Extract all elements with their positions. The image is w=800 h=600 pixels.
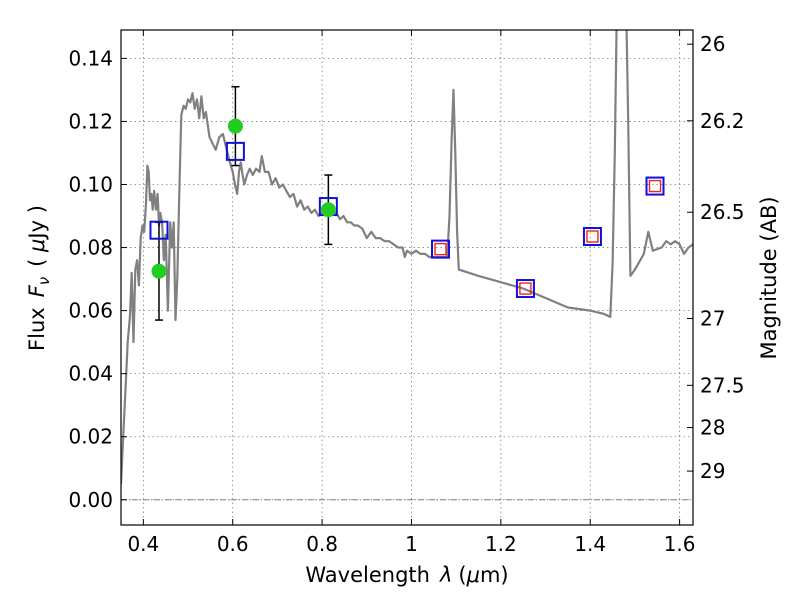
y-tick-label: 0.00: [68, 488, 113, 512]
magnitude-tick-label: 26.5: [700, 200, 745, 224]
model-inner-square: [434, 242, 447, 256]
observed-flux-point: [151, 263, 167, 279]
observed-flux-point: [227, 118, 243, 134]
magnitude-axis-label: Magnitude (AB): [757, 196, 781, 359]
x-tick-label: 0.4: [127, 532, 159, 556]
model-photometry-square: [149, 220, 169, 240]
magnitude-tick-label: 27: [700, 306, 725, 330]
model-inner-square: [519, 282, 532, 295]
sed-template-line: [121, 30, 693, 485]
x-axis-label: Wavelength λ (μm): [305, 563, 508, 587]
model-inner-square: [586, 230, 599, 243]
plot-area: [121, 30, 693, 485]
x-tick-label: 0.8: [306, 532, 338, 556]
magnitude-tick-label: 26: [700, 32, 725, 56]
model-photometry-square: [582, 227, 602, 247]
magnitude-tick-label: 26.2: [700, 109, 745, 133]
x-tick-label: 1.6: [664, 532, 696, 556]
y-tick-label: 0.12: [68, 109, 113, 133]
grid-lines: [121, 30, 693, 525]
y-axis-label: FluxFν( μJy ): [25, 205, 53, 351]
x-tick-label: 1.2: [485, 532, 517, 556]
model-photometry-square: [515, 279, 535, 299]
magnitude-tick-label: 29: [700, 459, 725, 483]
model-photometry-square: [431, 239, 451, 259]
y-tick-label: 0.10: [68, 172, 113, 196]
y-tick-label: 0.02: [68, 425, 113, 449]
y-tick-label: 0.08: [68, 236, 113, 260]
x-tick-label: 1.4: [574, 532, 606, 556]
axis-ticks: 0.4 0.6 0.8 1 1.2 1.4 1.6 0.00 0.02 0.04 0.06 0.08 0…: [68, 30, 745, 556]
y-tick-label: 0.06: [68, 299, 113, 323]
y-tick-label: 0.04: [68, 362, 113, 386]
model-inner-square: [648, 179, 662, 193]
model-photometry-square: [225, 141, 245, 161]
observed-flux-point: [320, 202, 336, 218]
x-tick-label: 1: [405, 532, 418, 556]
model-photometry-square: [645, 176, 665, 196]
x-tick-label: 0.6: [217, 532, 249, 556]
y-tick-label: 0.14: [68, 46, 113, 70]
magnitude-tick-label: 28: [700, 416, 725, 440]
plot-frame: [120, 29, 694, 526]
magnitude-tick-label: 27.5: [700, 373, 745, 397]
